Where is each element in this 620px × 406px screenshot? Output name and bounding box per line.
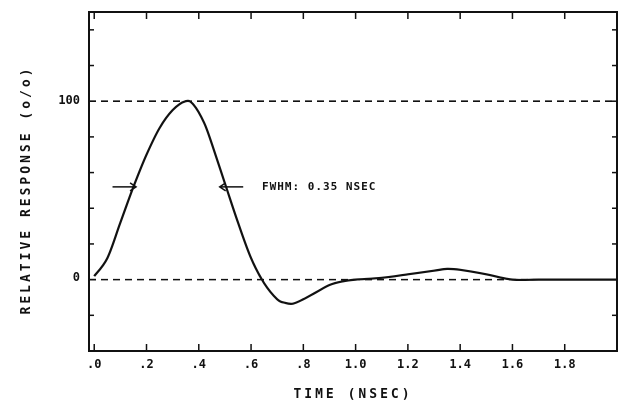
- y-tick-label-0: 0: [73, 270, 80, 284]
- x-tick-label: 1.4: [449, 357, 471, 371]
- x-tick-label: .0: [87, 357, 101, 371]
- plot-frame: [88, 11, 618, 352]
- fwhm-left-arrow-head: [129, 182, 138, 192]
- fwhm-right-arrow-head: [218, 182, 227, 192]
- x-tick-label: 1.6: [502, 357, 524, 371]
- x-tick-label: .4: [192, 357, 206, 371]
- x-tick-label: 1.0: [345, 357, 367, 371]
- x-tick-label: .8: [296, 357, 310, 371]
- x-tick-label: 1.2: [397, 357, 419, 371]
- x-tick-label: .2: [139, 357, 153, 371]
- response-curve: [93, 99, 617, 306]
- x-axis-title: TIME (NSEC): [293, 387, 412, 402]
- y-axis-title: RELATIVE RESPONSE (o/o): [19, 65, 34, 314]
- x-tick-label: .6: [244, 357, 258, 371]
- fwhm-annotation: FWHM: 0.35 NSEC: [262, 180, 376, 193]
- y-tick-label-100: 100: [58, 93, 80, 107]
- x-tick-label: 1.8: [554, 357, 576, 371]
